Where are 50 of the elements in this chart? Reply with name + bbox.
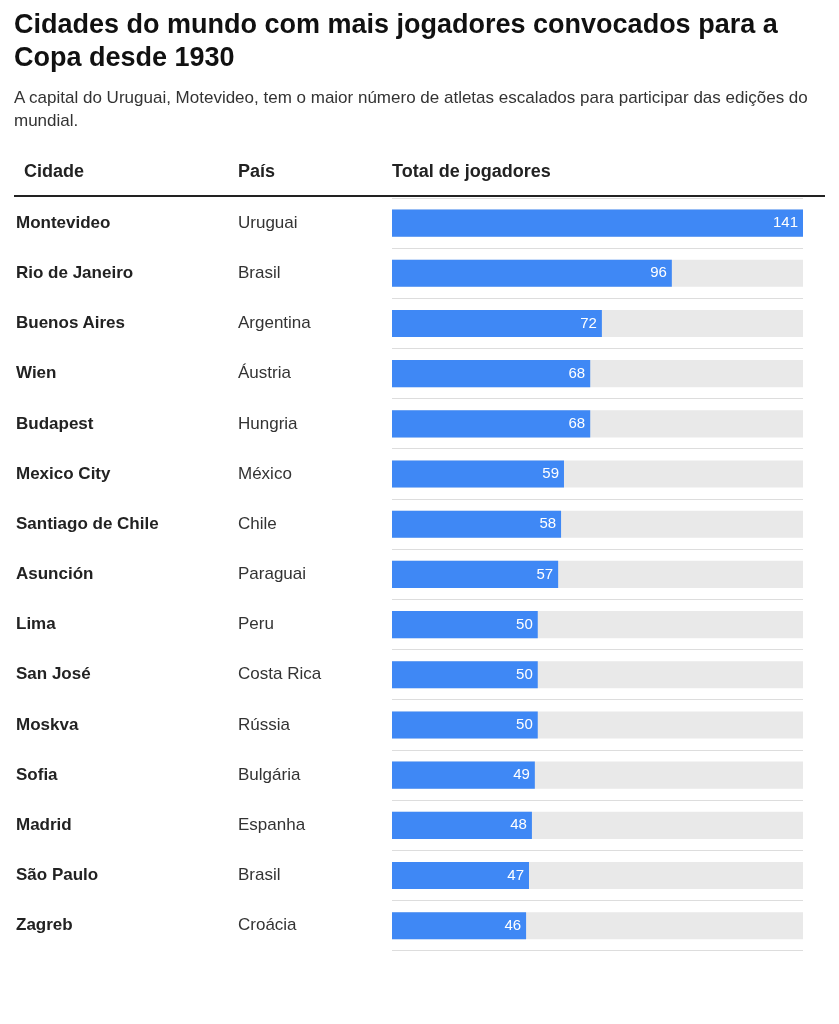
y-tick-label: Madrid bbox=[16, 815, 72, 835]
text: Espanha bbox=[238, 815, 306, 835]
y-tick-label: Rio de Janeiro bbox=[16, 262, 134, 282]
y-tick-label: Moskva bbox=[16, 714, 79, 734]
y-tick-label: Buenos Aires bbox=[16, 313, 125, 333]
y-tick-label: Santiago de Chile bbox=[16, 513, 159, 533]
data-label: 57 bbox=[536, 564, 554, 582]
data-label: 96 bbox=[650, 263, 667, 281]
y-tick-label: Sofia bbox=[16, 764, 59, 784]
y-tick-label: San José bbox=[16, 664, 91, 684]
text: Áustria bbox=[238, 363, 292, 383]
text: Peru bbox=[238, 614, 274, 634]
text: Brasil bbox=[238, 865, 281, 885]
chart-subtitle: A capital do Uruguai, Motevideo, tem o maior número de atletas escalados para participar das edições do mundial. bbox=[13, 87, 809, 132]
data-label: 68 bbox=[568, 363, 586, 381]
y-tick-label: Mexico City bbox=[16, 463, 112, 483]
data-label: 50 bbox=[516, 715, 533, 733]
y-tick-label: Lima bbox=[16, 614, 57, 634]
y-tick-label: Montevideo bbox=[16, 212, 111, 232]
text: Rússia bbox=[238, 714, 291, 734]
data-label: 58 bbox=[539, 514, 557, 532]
x-axis-title: Total de jogadores bbox=[392, 160, 551, 181]
y-tick-label: Asunción bbox=[16, 564, 94, 584]
text: Uruguai bbox=[238, 212, 298, 232]
y-tick-label: Zagreb bbox=[16, 915, 73, 935]
data-label: 59 bbox=[542, 464, 559, 482]
y-tick-label: São Paulo bbox=[16, 865, 99, 885]
data-label: 68 bbox=[568, 413, 586, 431]
text: Hungria bbox=[238, 413, 299, 433]
text: Brasil bbox=[238, 262, 281, 282]
text: Argentina bbox=[238, 313, 312, 333]
chart-title: Cidades do mundo com mais jogadores convocados para a Copa desde 1930 bbox=[13, 8, 779, 74]
text: Costa Rica bbox=[238, 664, 322, 684]
text: Chile bbox=[238, 513, 277, 533]
y-tick-label: Budapest bbox=[16, 413, 94, 433]
data-label: 48 bbox=[510, 815, 527, 833]
data-label: 46 bbox=[504, 915, 522, 933]
text: Croácia bbox=[238, 915, 298, 935]
text: País bbox=[238, 160, 276, 181]
data-label: 49 bbox=[513, 765, 530, 783]
text: Bulgária bbox=[238, 764, 301, 784]
data-label: 47 bbox=[507, 865, 524, 883]
text: México bbox=[238, 463, 292, 483]
data-label: 141 bbox=[772, 213, 798, 231]
data-label: 50 bbox=[516, 614, 533, 632]
text: Paraguai bbox=[238, 564, 307, 584]
data-label: 72 bbox=[580, 313, 597, 331]
y-tick-label: Wien bbox=[16, 363, 57, 383]
data-label: 50 bbox=[516, 664, 533, 682]
y-axis-title: Cidade bbox=[24, 160, 85, 181]
